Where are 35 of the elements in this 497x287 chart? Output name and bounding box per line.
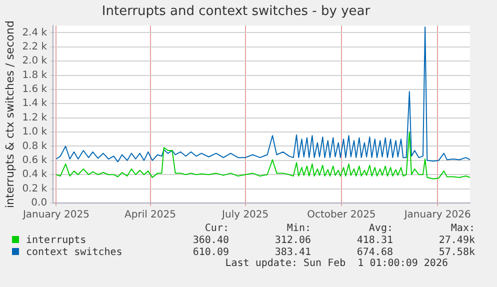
x-tick-label: April 2025 [124, 210, 176, 221]
y-tick-label: 1.8 k [22, 70, 48, 81]
text: 674.68 [356, 246, 393, 258]
y-tick-label: 0.4 k [22, 169, 48, 180]
text: Min: [286, 222, 311, 234]
x-tick-label: January 2026 [403, 210, 471, 221]
y-tick-label: 2.4 k [22, 27, 48, 38]
text: Last update: Sun Feb 1 01:00:09 2026 [224, 258, 449, 269]
y-tick-label: 2.0 k [22, 56, 48, 67]
y-tick-label: 2.2 k [22, 41, 48, 52]
y-tick-label: 0.2 k [22, 183, 48, 194]
text: 27.49k [438, 234, 475, 246]
text: 57.58k [438, 246, 475, 258]
text: 610.09 [192, 246, 229, 258]
text: Cur: [204, 222, 229, 234]
y-axis-title: interrupts & ctx switches / second [3, 20, 16, 208]
text: Avg: [368, 222, 393, 234]
y-tick-label: 1.2 k [22, 112, 48, 124]
x-tick-label: October 2025 [307, 210, 376, 221]
text: 383.41 [274, 246, 311, 258]
y-tick-label: 1.0 k [22, 126, 48, 138]
x-tick-label: July 2025 [221, 210, 269, 221]
text: 312.06 [274, 234, 311, 246]
legend-label: interrupts [25, 234, 88, 246]
text: 418.31 [356, 234, 393, 246]
y-tick-label: 0.0 [31, 198, 48, 209]
x-tick-label: January 2025 [22, 210, 90, 221]
text: 360.40 [192, 234, 229, 246]
y-tick-label: 1.4 k [22, 98, 48, 110]
legend-label: context switches [25, 246, 124, 258]
chart-title: Interrupts and context switches - by year [102, 4, 371, 20]
y-tick-label: 1.6 k [22, 84, 48, 96]
text: Max: [450, 222, 475, 234]
y-tick-label: 0.6 k [22, 155, 48, 166]
y-tick-label: 0.8 k [22, 140, 48, 152]
